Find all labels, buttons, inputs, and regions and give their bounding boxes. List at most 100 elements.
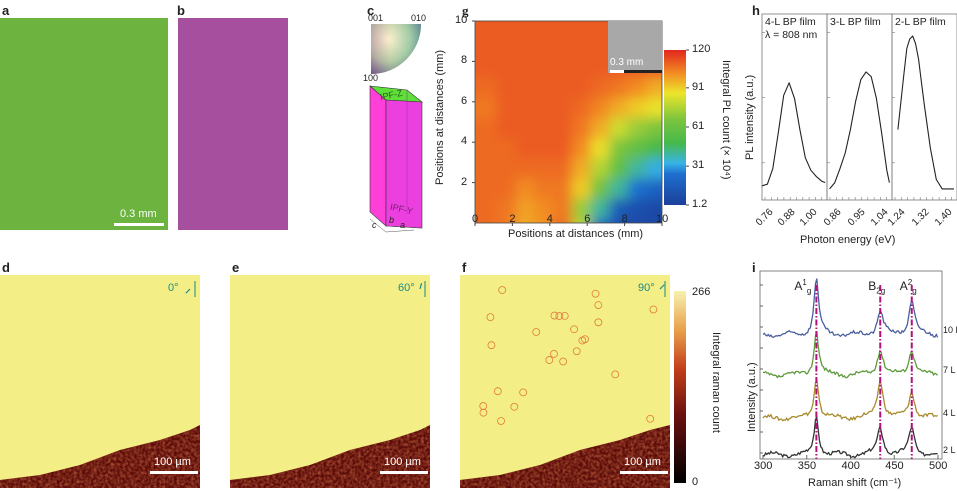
inset-scale-bar-label: 0.3 mm (610, 57, 644, 68)
g-y-tick-label: 10 (455, 14, 468, 26)
pl-colorbar (664, 50, 686, 205)
polarization-arrow-icon (185, 281, 196, 297)
polarization-angle-label: 90° (638, 282, 655, 294)
defect-marker-circle (570, 325, 579, 334)
g-x-tick-label: 0 (472, 213, 479, 225)
raman-intensity-map (0, 275, 200, 488)
raman-colorbar-max: 266 (692, 286, 711, 298)
defect-marker-circle (594, 318, 603, 327)
peak-label-sub: 2g (876, 286, 886, 296)
i-x-tick-label: 400 (841, 460, 860, 472)
defect-marker-circle (510, 402, 519, 411)
axis-label-a: a (400, 220, 406, 230)
peak-label-sub: g (806, 286, 812, 296)
defect-marker-circle (572, 347, 581, 356)
inset-micrograph (608, 21, 662, 73)
scale-bar (380, 471, 428, 474)
h-y-axis-label: PL intensity (a.u.) (744, 74, 756, 160)
defect-marker-circle (479, 408, 488, 417)
scale-bar (114, 223, 164, 226)
pl-spectrum-line (761, 82, 826, 187)
ipf-label-010: 010 (411, 13, 427, 23)
g-y-tick-label: 6 (461, 94, 468, 107)
defect-marker-circle (498, 286, 507, 294)
i-x-tick-label: 450 (885, 460, 904, 472)
defect-marker-circle (559, 357, 568, 366)
pl-spectrum-line (897, 35, 954, 190)
pl-spectrum-line (829, 71, 890, 190)
i-x-tick-label: 300 (754, 460, 773, 472)
subplot-title: 2-L BP film (895, 16, 946, 28)
g-y-tick-label: 4 (461, 135, 468, 148)
spectrum-subplot-frame (826, 13, 893, 201)
subplot-title: 4-L BP film (765, 16, 816, 28)
series-label: 2 L (943, 445, 956, 455)
scale-bar (298, 223, 342, 226)
raman-intensity-map (460, 275, 670, 488)
g-y-tick-label: 8 (461, 54, 468, 67)
defect-marker-circle (581, 335, 589, 344)
defect-marker-circle (646, 414, 655, 423)
peak-label-sup: 2 (907, 278, 913, 287)
crystal-orientation-diagram (369, 24, 423, 233)
g-colorbar-tick: 61 (692, 119, 705, 132)
raman-spectrum-line (762, 415, 938, 459)
g-x-tick-label: 10 (656, 213, 669, 225)
peak-label-base: A (794, 279, 803, 293)
axis-label-c: c (372, 220, 377, 230)
series-label: 4 L (943, 408, 956, 418)
scale-bar (150, 471, 198, 474)
polarization-angle-label: 0° (168, 282, 179, 294)
g-x-tick-label: 4 (546, 213, 553, 225)
spectrum-subplot-frame (891, 13, 957, 201)
pl-spectra-plot (761, 13, 957, 201)
raman-spectrum-line (762, 331, 939, 379)
raman-intensity-map (230, 275, 430, 488)
defect-marker-circle (555, 312, 564, 320)
ipf-label-100: 100 (363, 73, 379, 83)
g-x-tick-label: 2 (509, 213, 516, 225)
i-y-axis-label: Intensity (a.u.) (746, 362, 758, 432)
scale-bar-label: 0.3 mm (298, 208, 335, 220)
ipf-map-green (0, 18, 168, 230)
g-x-tick-label: 8 (621, 213, 628, 225)
i-x-axis-label: Raman shift (cm⁻¹) (808, 477, 902, 489)
defect-marker-circle (545, 356, 554, 364)
g-y-tick-label: 2 (461, 175, 468, 188)
scale-bar-label: 0.3 mm (120, 208, 157, 220)
raman-spectra-plot (759, 270, 943, 460)
panel-label-e: e (232, 260, 240, 275)
panel-label-h: h (752, 3, 760, 18)
peak-label-sub: g (912, 286, 917, 296)
i-x-tick-label: 350 (797, 460, 817, 472)
peak-label-base: B (868, 279, 877, 293)
scale-bar-label: 100 µm (384, 456, 421, 468)
defect-marker-circle (649, 305, 658, 314)
scale-bar (620, 471, 668, 474)
defect-marker-circle (497, 417, 505, 425)
subplot-title: 3-L BP film (830, 16, 881, 28)
defect-marker-circle (594, 301, 603, 310)
raman-colorbar-min: 0 (692, 476, 699, 488)
raman-spectrum-line (762, 377, 938, 422)
g-x-axis-label: Positions at distances (mm) (508, 228, 644, 240)
g-colorbar-tick: 91 (692, 80, 705, 93)
scale-bar-label: 100 µm (154, 456, 191, 468)
defect-marker-circle (487, 341, 496, 350)
axis-label-b: b (389, 215, 395, 225)
peak-label: B2g (868, 278, 885, 295)
panel-label-f: f (462, 260, 467, 275)
defect-marker-circle (560, 312, 569, 320)
polarization-arrow-icon (419, 281, 426, 297)
peak-label-sup: 1 (802, 278, 807, 287)
ipf-map-magenta (178, 18, 288, 230)
excitation-wavelength-note: λ = 808 nm (765, 29, 818, 41)
raman-colorbar (674, 291, 686, 483)
defect-marker-circle (611, 370, 620, 379)
raman-spectrum-line (762, 278, 939, 338)
i-x-tick-label: 500 (929, 460, 948, 472)
series-label: 10 L (943, 325, 957, 335)
peak-label: A1g (794, 278, 811, 295)
defect-marker-circle (493, 387, 502, 396)
defect-marker-circle (591, 289, 600, 298)
